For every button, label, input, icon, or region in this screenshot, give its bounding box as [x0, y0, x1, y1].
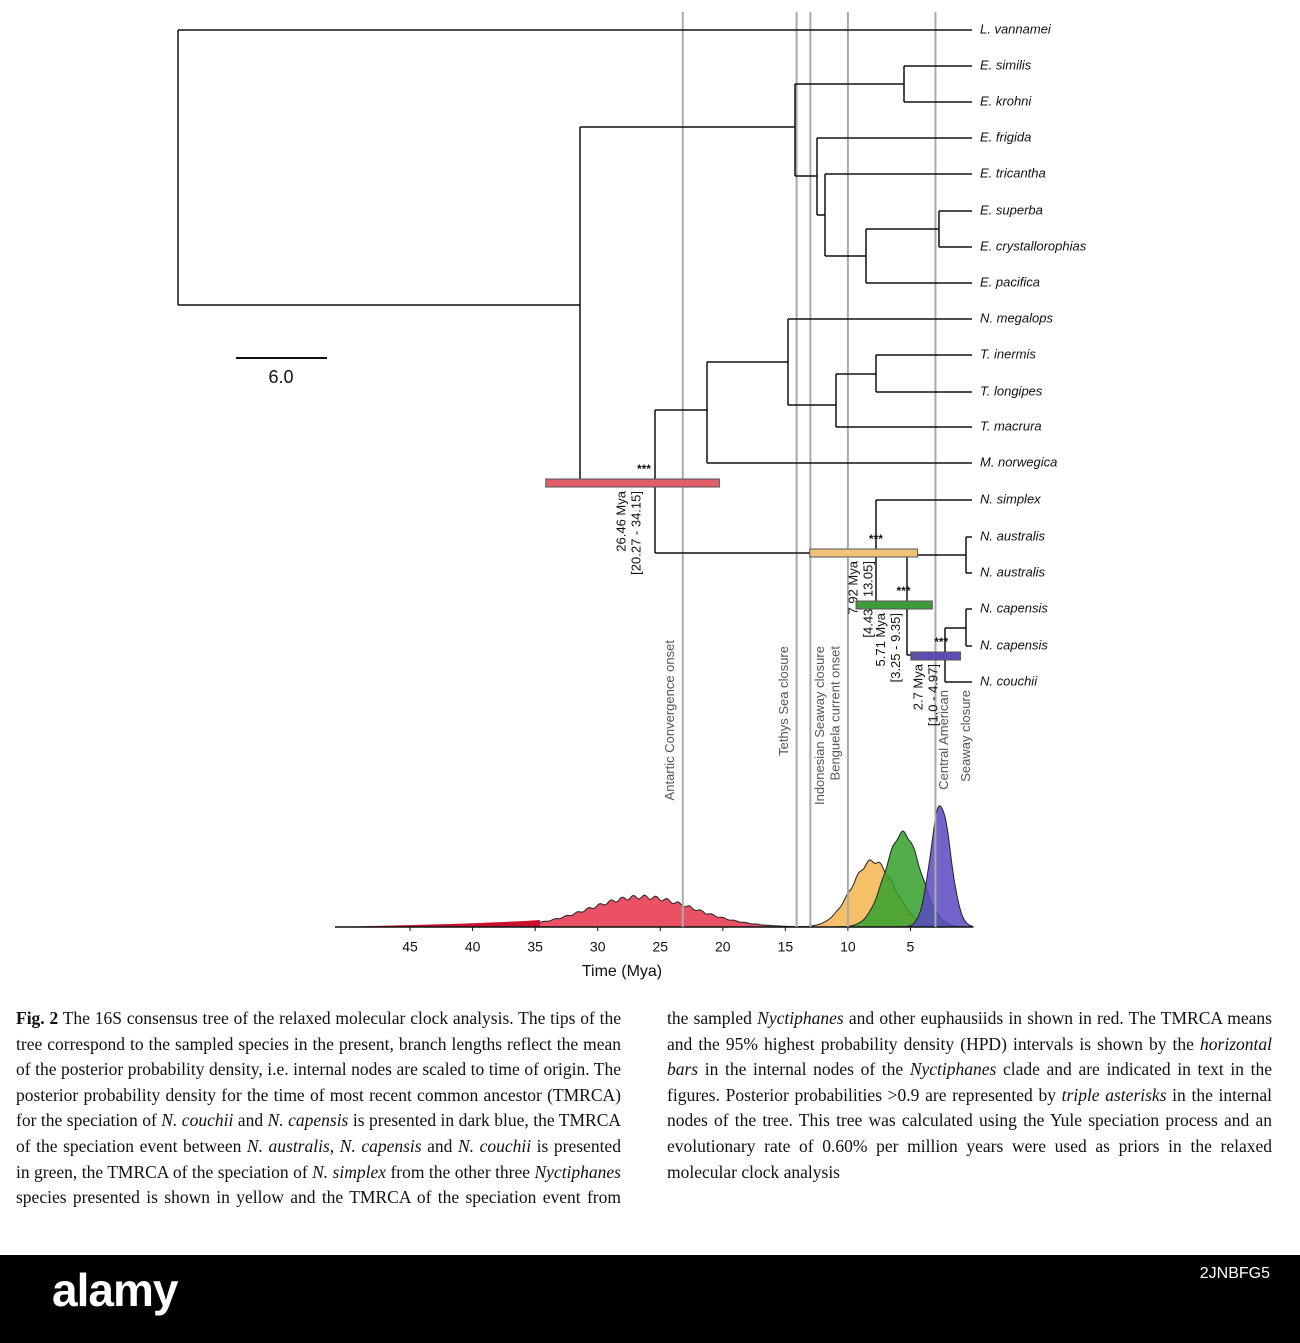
support: *** [869, 532, 883, 546]
hpd-bar [855, 600, 933, 610]
tip-label: E. superba [980, 202, 1043, 217]
caption-italic: Nyctiphanes [757, 1008, 844, 1028]
x-tick-label: 45 [402, 939, 418, 955]
caption-label: Fig. 2 [16, 1008, 59, 1028]
node-hpd: [1.0 - 4.97] [926, 664, 941, 726]
tip-label: T. longipes [980, 383, 1043, 398]
node-hpd: [3.25 - 9.35] [888, 613, 903, 682]
caption-text: and [421, 1135, 458, 1156]
tip-label: T. macrura [980, 418, 1042, 433]
event-label: Tethys Sea closure [776, 646, 791, 756]
caption-italic: N. capensis [267, 1110, 349, 1131]
caption-italic: Nyctiphanes [909, 1059, 997, 1080]
event-label: Seaway closure [958, 690, 973, 782]
caption-text: and other euphausiids in shown in red. T… [667, 1008, 1272, 1054]
node-mean: 2.7 Mya [911, 663, 926, 710]
tip-label: E. pacifica [980, 274, 1040, 289]
hpd-bar [910, 651, 961, 661]
x-tick-label: 25 [652, 939, 668, 955]
hpd-bar [809, 548, 919, 558]
event-label: Antartic Convergence onset [662, 640, 677, 801]
node-hpd: [4.43 - 13.05] [860, 561, 875, 638]
caption-italic: Nyctiphanes [534, 1161, 621, 1182]
tip-label: N. australis [980, 528, 1046, 543]
figure: 6.0 Time (Mya) 45 40 35 30 25 20 15 10 5 Antartic… [177, 12, 1087, 980]
tip-label: L. vannamei [980, 21, 1052, 36]
event-label: Central American [936, 690, 951, 790]
caption-italic: N. australis [246, 1135, 330, 1156]
tip-label: E. tricantha [980, 165, 1046, 180]
tip-label: N. couchii [980, 673, 1038, 688]
caption-italic: horizontal bars [667, 1033, 1272, 1080]
x-tick-label: 30 [590, 939, 606, 955]
x-tick-label: 20 [715, 939, 731, 955]
density-tail [335, 920, 540, 927]
tip-label: E. similis [980, 57, 1032, 72]
tip-label: M. norwegica [980, 454, 1057, 469]
tip-label: N. megalops [980, 310, 1053, 325]
tip-label: N. australis [980, 564, 1046, 579]
x-axis-title: Time (Mya) [582, 963, 662, 980]
watermark-brand: alamy [52, 1264, 178, 1316]
node-hpd: [20.27 - 34.15] [628, 491, 643, 575]
tip-label: E. krohni [980, 93, 1032, 108]
tip-label: N. capensis [980, 600, 1048, 615]
watermark-band: alamy 2JNBFG5 [0, 1255, 1300, 1343]
x-tick-label: 15 [778, 939, 794, 955]
node-mean: 26.46 Mya [613, 490, 628, 551]
tip-label: E. crystallorophias [980, 238, 1087, 253]
caption-text: species presented is shown in yellow and… [16, 1008, 758, 1208]
tip-label: N. simplex [980, 491, 1041, 506]
caption-text: in the internal nodes of the [698, 1059, 910, 1080]
x-tick-label: 10 [840, 939, 856, 955]
event-label: Indonesian Seaway closure [812, 646, 827, 805]
caption-text: and [233, 1110, 268, 1131]
caption-text: , [329, 1135, 340, 1156]
scale-bar-label: 6.0 [268, 367, 293, 387]
caption-italic: triple asterisks [1061, 1084, 1167, 1105]
caption-text: is presented in dark blue, the TMRCA of … [16, 1110, 622, 1156]
node-mean: 5.71 Mya [873, 612, 888, 666]
x-tick-label: 40 [465, 939, 481, 955]
caption-italic: N. capensis [339, 1135, 422, 1156]
support: *** [897, 584, 911, 598]
caption-text: The 16S consensus tree of the relaxed mo… [16, 1008, 621, 1131]
x-tick-label: 5 [907, 939, 915, 955]
hpd-bar [545, 478, 720, 488]
caption-text: in the internal nodes of the tree. This … [667, 1084, 1272, 1182]
tip-label: N. capensis [980, 637, 1048, 652]
support: *** [934, 635, 948, 649]
caption-text: clade and are indicated in text in the f… [667, 1059, 1272, 1105]
caption-italic: N. couchii [161, 1110, 234, 1131]
caption-text: from the other three [386, 1161, 535, 1182]
event-label: Benguela current onset [827, 646, 842, 781]
x-tick-label: 35 [527, 939, 543, 955]
support: *** [637, 462, 651, 476]
tip-label: E. frigida [980, 129, 1031, 144]
caption-italic: N. simplex [312, 1161, 387, 1182]
caption-italic: N. couchii [457, 1135, 532, 1156]
tip-label: T. inermis [980, 346, 1036, 361]
caption: Fig. 2 The 16S consensus tree of the rel… [16, 1006, 1272, 1246]
caption-text: is presented in green, the TMRCA of the … [16, 1135, 621, 1182]
watermark-id: 2JNBFG5 [1199, 1265, 1270, 1282]
